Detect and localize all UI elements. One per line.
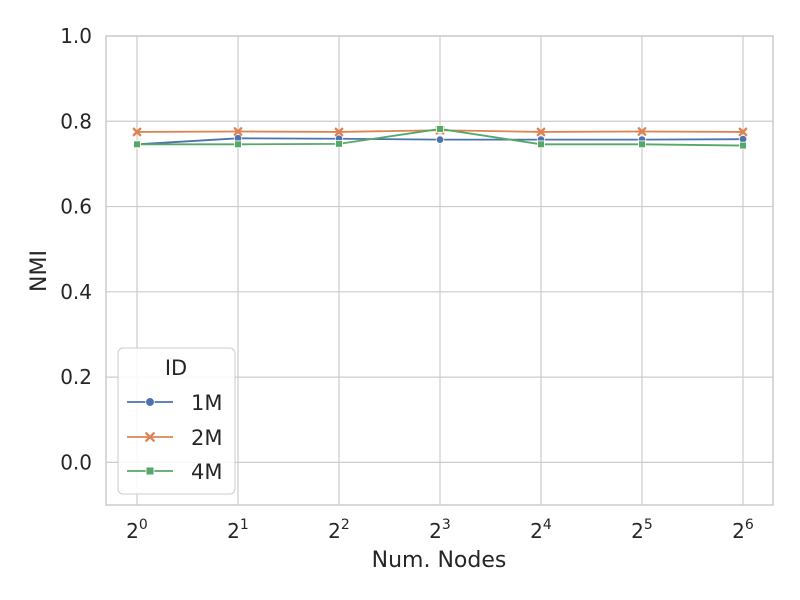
y-tick-label: 0.4 bbox=[60, 280, 92, 304]
plot-border bbox=[105, 35, 774, 506]
legend-label: 4M bbox=[191, 460, 222, 484]
legend-item-2M: 2M bbox=[127, 426, 222, 450]
x-tick-label: 21 bbox=[227, 517, 249, 543]
y-tick-label: 0.8 bbox=[60, 109, 92, 133]
legend-item-4M: 4M bbox=[127, 460, 222, 484]
y-axis-label: NMI bbox=[27, 250, 52, 292]
data-point-4M bbox=[335, 140, 343, 148]
data-point-4M bbox=[537, 140, 545, 149]
data-point-2M bbox=[233, 127, 243, 136]
data-point-4M bbox=[436, 125, 444, 133]
data-point-2M bbox=[637, 127, 647, 136]
y-tick-label: 0.2 bbox=[60, 365, 92, 389]
legend-marker bbox=[145, 432, 155, 442]
y-tick-label: 0.6 bbox=[60, 195, 92, 219]
y-tick-label: 1.0 bbox=[60, 24, 92, 48]
series-4M bbox=[133, 125, 747, 150]
plot-frame bbox=[105, 35, 774, 506]
data-point-4M bbox=[234, 140, 242, 149]
legend-item-1M: 1M bbox=[127, 391, 222, 415]
legend-label: 1M bbox=[191, 391, 222, 415]
data-point-4M bbox=[638, 140, 646, 149]
x-tick-label: 24 bbox=[530, 517, 552, 543]
x-tick-label: 20 bbox=[126, 517, 148, 543]
data-point-2M bbox=[132, 127, 142, 137]
series-1M bbox=[132, 134, 748, 149]
legend-marker bbox=[145, 397, 155, 407]
x-tick-label: 22 bbox=[328, 517, 350, 543]
x-tick-label: 25 bbox=[631, 517, 653, 543]
data-point-4M bbox=[739, 141, 747, 150]
y-tick-label: 0.0 bbox=[60, 450, 92, 474]
x-axis-label: Num. Nodes bbox=[372, 548, 507, 573]
legend-marker bbox=[145, 466, 155, 476]
legend-title: ID bbox=[165, 356, 187, 380]
data-point-4M bbox=[133, 140, 141, 149]
series-layer bbox=[132, 125, 748, 150]
legend-box bbox=[117, 347, 236, 495]
x-axis-ticks: 20 21 22 23 24 25 26 bbox=[126, 517, 754, 543]
data-point-2M bbox=[738, 127, 748, 137]
x-tick-label: 23 bbox=[429, 517, 451, 543]
data-point-2M bbox=[334, 127, 344, 137]
data-point-1M bbox=[435, 135, 445, 144]
legend: ID 1M 2M 4M bbox=[117, 347, 236, 495]
y-axis-ticks: 0.0 0.2 0.4 0.6 0.8 1.0 bbox=[60, 24, 92, 474]
legend-label: 2M bbox=[191, 426, 222, 450]
data-point-2M bbox=[536, 127, 546, 137]
x-tick-label: 26 bbox=[732, 517, 754, 543]
